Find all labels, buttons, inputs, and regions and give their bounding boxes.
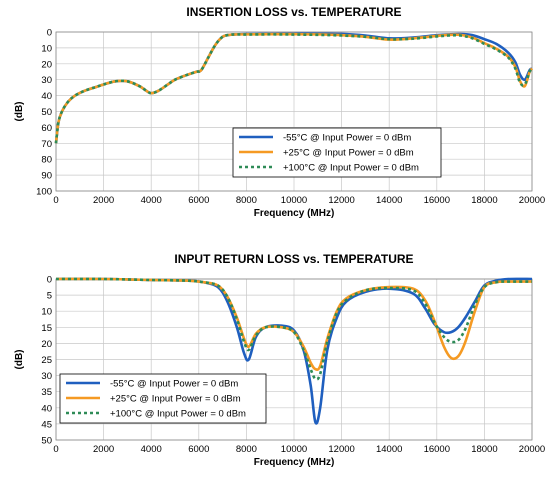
chart-2-ytick-1: 5 [47,291,52,302]
chart-2-legend: -55°C @ Input Power = 0 dBm +25°C @ Input… [59,373,267,424]
chart-1-ylabel: (dB) [14,102,25,122]
chart-2-xtick-7: 14000 [376,444,402,455]
chart-2-series-2-line [55,277,533,372]
chart-2-xtick-4: 8000 [236,444,257,455]
chart-2-xtick-8: 16000 [424,444,450,455]
chart-2-ytick-9: 45 [41,419,52,430]
chart-1-series-3-line [54,33,534,144]
chart-1-legend-label-2: +25°C @ Input Power = 0 dBm [283,148,414,159]
chart-2-ylabel: (dB) [14,350,25,370]
chart-2-ytick-3: 15 [41,323,52,334]
chart-2: INPUT RETURN LOSS vs. TEMPERATURE 0 2000 40… [14,252,545,468]
chart-1-xtick-5: 10000 [281,195,307,206]
chart-2-frame [55,278,533,441]
chart-2-xtick-6: 12000 [328,444,354,455]
chart-1-ytick-5: 50 [41,107,52,118]
chart-2-ytick-0: 0 [47,275,52,286]
chart-1-xtick-9: 18000 [471,195,497,206]
chart-1-ytick-1: 10 [41,43,52,54]
chart-2-ytick-5: 25 [41,355,52,366]
chart-2-xtick-0: 0 [53,444,58,455]
chart-2-xtick-9: 18000 [471,444,497,455]
chart-2-ytick-7: 35 [41,387,52,398]
chart-2-legend-label-2: +25°C @ Input Power = 0 dBm [110,394,241,405]
chart-1-ytick-6: 60 [41,123,52,134]
chart-1-xtick-2: 4000 [141,195,162,206]
chart-1-legend: -55°C @ Input Power = 0 dBm +25°C @ Input… [232,127,442,178]
chart-1-frame [55,31,533,192]
chart-1-ytick-2: 20 [41,59,52,70]
chart-2-xtick-2: 4000 [141,444,162,455]
chart-2-ytick-10: 50 [41,436,52,447]
chart-1-ytick-0: 0 [47,28,52,39]
chart-1-ytick-10: 100 [36,187,52,198]
chart-1-ytick-7: 70 [41,139,52,150]
chart-2-ytick-2: 10 [41,307,52,318]
chart-1-xtick-1: 2000 [93,195,114,206]
chart-2-xtick-5: 10000 [281,444,307,455]
chart-1-xtick-4: 8000 [236,195,257,206]
chart-1-xtick-0: 0 [53,195,58,206]
chart-1-legend-label-1: -55°C @ Input Power = 0 dBm [283,133,411,144]
chart-2-xlabel: Frequency (MHz) [254,457,335,468]
chart-1-xlabel: Frequency (MHz) [254,208,335,219]
chart-2-title: INPUT RETURN LOSS vs. TEMPERATURE [174,252,413,266]
chart-1-ytick-9: 90 [41,171,52,182]
chart-2-series-1-line [55,277,533,425]
chart-2-xtick-10: 20000 [519,444,545,455]
chart-1-xtick-8: 16000 [424,195,450,206]
chart-1-xtick-6: 12000 [328,195,354,206]
chart-1-xtick-7: 14000 [376,195,402,206]
chart-2-legend-label-1: -55°C @ Input Power = 0 dBm [110,379,238,390]
chart-2-ytick-4: 20 [41,339,52,350]
chart-1-xtick-10: 20000 [519,195,545,206]
chart-1: INSERTION LOSS vs. TEMPERATURE 0 2000 4000 6… [14,5,545,219]
chart-2-ytick-6: 30 [41,371,52,382]
chart-1-ytick-4: 40 [41,91,52,102]
chart-1-title: INSERTION LOSS vs. TEMPERATURE [186,5,401,19]
chart-2-legend-label-3: +100°C @ Input Power = 0 dBm [110,409,246,420]
chart-2-xtick-1: 2000 [93,444,114,455]
chart-1-legend-label-3: +100°C @ Input Power = 0 dBm [283,163,419,174]
chart-1-xtick-3: 6000 [188,195,209,206]
chart-2-ytick-8: 40 [41,403,52,414]
chart-1-ytick-8: 80 [41,155,52,166]
chart-2-xtick-3: 6000 [188,444,209,455]
chart-1-ytick-3: 30 [41,75,52,86]
